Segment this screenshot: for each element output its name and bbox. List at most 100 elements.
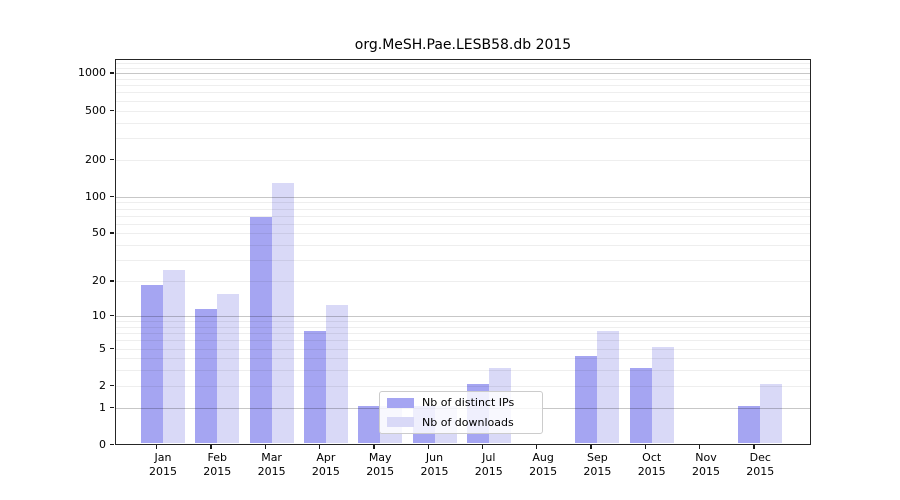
gridline-major [116,73,810,75]
y-axis-tick-label: 10 [92,309,106,322]
x-tick-mark [318,445,321,449]
gridline-minor [116,137,810,139]
x-tick-mark [427,445,429,449]
bar-distinct-ips-dec-2015 [738,405,761,443]
gridline-minor [116,348,810,350]
x-tick-mark [156,445,158,449]
x-tick-mark [481,445,484,449]
y-axis-tick-label: 100 [85,189,106,203]
x-axis-month-label: Oct 2015 [637,451,666,478]
gridline-minor [116,260,810,262]
x-axis-month-label: Apr 2015 [311,451,340,478]
x-axis-month-label: Nov 2015 [692,451,720,478]
y-axis-tick-label: 1000 [78,66,106,80]
y-tick-mark [110,347,114,349]
gridline-minor [116,208,810,210]
y-axis-tick-label: 2 [99,378,106,392]
gridline-minor [116,233,810,235]
chart-title: org.MeSH.Pae.LESB58.db 2015 [354,37,572,53]
legend-row-distinct-ips: Nb of distinct IPs [380,394,542,411]
gridline-minor [116,385,810,387]
gridline-minor [116,85,810,87]
gridline-minor [116,245,810,247]
bar-distinct-ips-feb-2015 [195,309,218,443]
bar-downloads-jan-2015 [163,269,185,443]
gridline-minor [116,63,810,65]
bar-distinct-ips-jan-2015 [141,284,163,443]
legend-label-distinct-ips: Nb of distinct IPs [422,396,515,410]
x-axis-month-label: Sep 2015 [583,451,612,478]
y-tick-mark [110,280,114,282]
x-axis-month-label: Jun 2015 [420,451,449,478]
x-tick-mark [536,445,538,449]
y-axis-tick-label: 50 [92,226,106,240]
x-tick-mark [699,445,701,449]
x-tick-mark [644,445,647,449]
gridline-minor [116,370,810,372]
x-axis-month-label: Feb 2015 [203,451,232,478]
y-tick-mark [110,384,114,387]
y-tick-mark [110,72,114,74]
y-axis-tick-label: 0 [99,438,106,451]
bar-distinct-ips-oct-2015 [629,368,652,443]
gridline-minor [116,100,810,102]
x-axis-month-label: Jul 2015 [474,451,503,478]
gridline-minor [116,110,810,112]
x-tick-mark [210,445,212,449]
bar-downloads-dec-2015 [760,383,783,443]
y-tick-mark [110,315,114,317]
bar-distinct-ips-mar-2015 [249,216,272,443]
legend-label-downloads: Nb of downloads [422,415,514,429]
y-tick-mark [110,109,114,111]
gridline-minor [116,68,810,70]
gridline-minor [116,78,810,80]
y-axis-tick-label: 500 [85,103,106,117]
x-tick-mark [264,445,266,449]
grid-layer [116,60,810,444]
gridline-minor [116,122,810,124]
x-tick-mark [590,445,592,449]
gridline-minor [116,321,810,323]
bar-downloads-feb-2015 [217,293,240,443]
gridline-major [116,316,810,317]
gridline-minor [116,358,810,360]
bar-downloads-mar-2015 [271,182,294,443]
x-axis-month-label: May 2015 [366,451,395,478]
y-tick-mark [110,444,114,446]
y-axis-tick-label: 1 [99,400,106,414]
y-tick-mark [110,406,114,409]
legend-row-downloads: Nb of downloads [380,414,542,431]
x-axis-month-label: Mar 2015 [257,451,286,478]
gridline-major [116,196,810,198]
x-tick-mark [753,445,755,449]
x-tick-mark [373,445,375,449]
gridline-minor [116,281,810,283]
y-axis-tick-label: 20 [92,274,106,288]
y-axis-tick-label: 5 [99,341,106,355]
bar-downloads-sep-2015 [597,331,620,443]
bar-distinct-ips-may-2015 [358,405,381,443]
gridline-minor [116,215,810,217]
bar-downloads-oct-2015 [651,346,674,443]
bar-downloads-apr-2015 [325,305,348,443]
gridline-minor [116,326,810,328]
gridline-minor [116,340,810,342]
gridline-minor [116,92,810,94]
bar-distinct-ips-sep-2015 [575,356,598,443]
gridline-minor [116,159,810,161]
bar-distinct-ips-apr-2015 [303,331,326,443]
y-tick-mark [110,232,114,234]
legend-swatch-distinct-ips [387,397,414,408]
plot-area: Nb of distinct IPs Nb of downloads [115,59,811,445]
y-tick-mark [110,195,114,198]
legend: Nb of distinct IPs Nb of downloads [379,391,543,434]
gridline-minor [116,202,810,204]
x-axis-month-label: Aug 2015 [529,451,558,478]
y-axis-tick-label: 200 [85,152,106,166]
legend-swatch-downloads [387,417,414,428]
x-axis-month-label: Jan 2015 [149,451,177,478]
gridline-minor [116,223,810,225]
y-tick-mark [110,158,114,160]
x-axis-month-label: Dec 2015 [746,451,775,478]
